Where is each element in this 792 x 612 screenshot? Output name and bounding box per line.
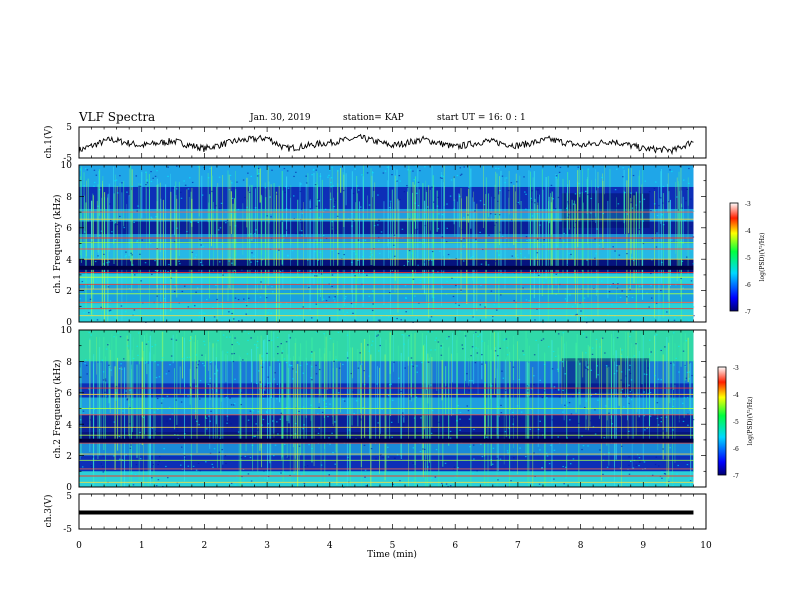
ch1-voltage-ticks <box>78 127 707 158</box>
time-tick-9: 9 <box>640 541 646 551</box>
ch1-cbar-tick-m7: -7 <box>745 309 751 316</box>
ch2-cbar-tick-m7: -7 <box>733 473 739 480</box>
ch3-ytick-top: 5 <box>66 492 72 502</box>
time-tick-10: 10 <box>700 541 712 551</box>
time-tick-8: 8 <box>578 541 584 551</box>
ch2-cbar-tick-m6: -6 <box>733 446 739 453</box>
time-axis-tick-labels: 0 1 2 3 4 5 6 7 8 9 10 <box>76 541 712 551</box>
ch3-voltage-panel: 5 -5 ch.3(V) 0 1 2 3 4 5 6 7 8 9 10 Time (min) <box>43 492 712 560</box>
ch2-colorbar: -3 -4 -5 -6 -7 log(PSD)(V²/Hz) <box>717 365 754 480</box>
station-label: station= KAP <box>343 113 404 123</box>
start-time-label: start UT = 16: 0 : 1 <box>437 113 526 123</box>
ch1-ytick-bottom: -5 <box>63 154 72 164</box>
ch1-spectrogram-ylabel: ch.1 Frequency (kHz) <box>52 195 63 294</box>
ch3-ytick-bottom: -5 <box>63 525 72 535</box>
ch2-spectrogram-ticks <box>78 329 707 488</box>
ch2-ytick-4: 4 <box>66 421 72 431</box>
ch1-cbar-tick-m6: -6 <box>745 282 751 289</box>
time-tick-5: 5 <box>390 541 396 551</box>
ch1-voltage-ylabel: ch.1(V) <box>43 126 54 159</box>
ch1-cbar-tick-m3: -3 <box>745 201 751 208</box>
ch1-ytick-0: 0 <box>66 318 72 328</box>
ch1-colorbar-label: log(PSD)(V²/Hz) <box>759 233 766 282</box>
time-tick-4: 4 <box>327 541 333 551</box>
ch3-voltage-ticks <box>78 494 707 529</box>
ch1-ytick-2: 2 <box>66 287 72 297</box>
ch2-ytick-0: 0 <box>66 483 72 493</box>
ch2-spectrogram-ylabel: ch.2 Frequency (kHz) <box>52 360 63 459</box>
time-tick-0: 0 <box>76 541 82 551</box>
time-axis-label: Time (min) <box>367 549 417 560</box>
ch2-spectrogram-panel: 10 8 6 4 2 0 ch.2 Frequency (kHz) <box>52 326 707 493</box>
ch1-colorbar-gradient <box>729 202 739 312</box>
time-tick-6: 6 <box>452 541 458 551</box>
time-tick-3: 3 <box>264 541 270 551</box>
ch2-cbar-tick-m5: -5 <box>733 419 739 426</box>
ch2-ytick-10: 10 <box>61 326 73 336</box>
ch2-ytick-6: 6 <box>66 389 72 399</box>
ch2-ytick-8: 8 <box>66 358 72 368</box>
ch1-spectrogram-panel: 10 8 6 4 2 0 ch.1 Frequency (kHz) <box>52 161 707 328</box>
ch1-cbar-tick-m4: -4 <box>745 228 751 235</box>
date-label: Jan. 30, 2019 <box>250 113 311 123</box>
ch2-cbar-tick-m3: -3 <box>733 365 739 372</box>
ch1-ytick-6: 6 <box>66 224 72 234</box>
ch1-voltage-panel: 5 -5 ch.1(V) <box>43 123 707 164</box>
ch1-spectrogram-image <box>79 165 695 324</box>
ch2-colorbar-label: log(PSD)(V²/Hz) <box>747 397 754 446</box>
ch3-voltage-ylabel: ch.3(V) <box>43 495 54 528</box>
ch1-ytick-8: 8 <box>66 193 72 203</box>
ch1-ytick-10: 10 <box>61 161 73 171</box>
time-tick-1: 1 <box>139 541 145 551</box>
ch1-voltage-trace <box>78 133 694 156</box>
chart-title: VLF Spectra <box>79 110 156 124</box>
ch1-ytick-4: 4 <box>66 256 72 266</box>
ch2-colorbar-gradient <box>717 366 727 476</box>
ch1-colorbar: -3 -4 -5 -6 -7 log(PSD)(V²/Hz) <box>729 201 766 316</box>
ch1-spectrogram-ticks <box>78 164 707 323</box>
ch2-cbar-tick-m4: -4 <box>733 392 739 399</box>
ch1-cbar-tick-m5: -5 <box>745 255 751 262</box>
ch1-ytick-top: 5 <box>66 123 72 133</box>
time-tick-7: 7 <box>515 541 521 551</box>
ch2-spectrogram-image <box>79 330 695 488</box>
ch2-ytick-2: 2 <box>66 452 72 462</box>
time-tick-2: 2 <box>202 541 208 551</box>
